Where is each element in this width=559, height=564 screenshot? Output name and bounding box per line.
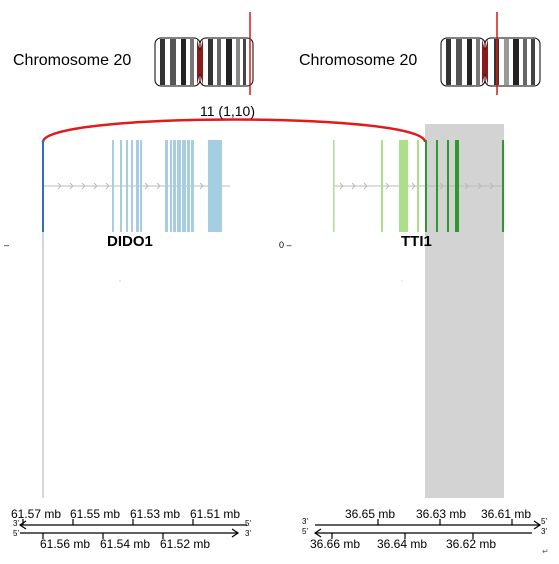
left-strand-left-top: 3' [13,519,19,528]
right-coverage-tick: 0 – [279,240,292,250]
left-axis-top-tick: 61.53 mb [130,507,181,521]
left-axis-bottom-tick: 61.54 mb [100,537,151,551]
right-axis-top-tick: 36.63 mb [416,507,467,521]
left-gene-track [42,140,230,232]
left-coverage-tick: – [4,240,10,250]
left-axis-top-tick: 61.51 mb [190,507,241,521]
return-mark-icon: ↵ [542,547,549,556]
left-axis-top-tick: 61.57 mb [11,507,62,521]
left-strand-right-top: 5' [245,519,251,528]
left-axis-top-tick: 61.55 mb [70,507,121,521]
right-genomic-axis [313,519,542,539]
right-gene-label: TTI1 [401,233,432,250]
right-strand-right-bottom: 3' [541,527,547,536]
left-breakpoint-exon [42,140,44,232]
right-strand-right-top: 5' [541,517,547,526]
right-axis-top-tick: 36.65 mb [345,507,396,521]
right-axis-top-tick: 36.61 mb [481,507,532,521]
left-axis-bottom-tick: 61.56 mb [40,537,91,551]
right-gene-track [333,140,504,232]
fusion-read-count: 11 (1,10) [200,103,255,119]
right-axis-bottom-tick: 36.62 mb [446,537,497,551]
left-axis-bottom-tick: 61.52 mb [160,537,211,551]
left-gene-label: DIDO1 [107,233,153,250]
fusion-arc [41,118,427,143]
right-strand-left-bottom: 5' [302,527,308,536]
right-chromosome-ideogram [440,37,541,87]
right-chromosome-label: Chromosome 20 [299,52,418,69]
left-chromosome-ideogram [154,37,254,87]
right-axis-bottom-tick: 36.66 mb [310,537,361,551]
left-genomic-axis [18,519,247,539]
left-strand-left-bottom: 5' [13,529,19,538]
right-axis-bottom-tick: 36.64 mb [377,537,428,551]
left-chromosome-label: Chromosome 20 [13,52,132,69]
left-strand-right-bottom: 3' [245,529,251,538]
right-strand-left-top: 3' [302,517,308,526]
